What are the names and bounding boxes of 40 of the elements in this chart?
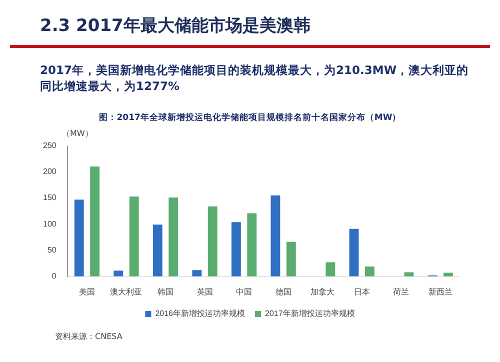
y-tick-label: 150 xyxy=(42,193,57,202)
y-tick-label: 0 xyxy=(52,272,57,281)
x-tick-label: 加拿大 xyxy=(310,287,335,296)
bar xyxy=(444,272,453,276)
x-tick-label: 澳大利亚 xyxy=(110,287,142,296)
y-tick-label: 100 xyxy=(42,219,57,228)
x-tick-label: 韩国 xyxy=(158,287,174,296)
legend-label: 2017年新增投运功率规模 xyxy=(265,309,355,318)
bar xyxy=(208,206,218,276)
bar xyxy=(404,272,414,276)
bar xyxy=(326,262,336,276)
y-tick-label: 200 xyxy=(42,167,57,176)
chart-title: 2.3 2017年最大储能市场是美澳韩 xyxy=(40,15,310,37)
x-tick-label: 英国 xyxy=(196,287,213,296)
bar xyxy=(192,270,202,276)
bar xyxy=(364,266,374,276)
y-axis-title: （MW） xyxy=(62,128,93,139)
bar xyxy=(74,200,84,276)
bar xyxy=(114,270,124,276)
chart-subtitle: 2017年，美国新增电化学储能项目的装机规模最大，为210.3MW，澳大利亚的同比增速最大，为1277% xyxy=(40,62,470,94)
y-tick-label: 50 xyxy=(47,245,57,254)
bar xyxy=(231,222,241,276)
y-tick-label: 250 xyxy=(42,141,57,150)
x-tick-label: 日本 xyxy=(354,287,370,296)
x-tick-label: 新西兰 xyxy=(428,287,452,296)
bar xyxy=(247,213,257,276)
bar xyxy=(270,195,280,276)
bar xyxy=(129,196,139,276)
x-tick-label: 德国 xyxy=(275,287,292,296)
bar xyxy=(286,242,296,276)
x-tick-label: 中国 xyxy=(236,287,252,296)
x-tick-label: 荷兰 xyxy=(393,287,410,296)
text: 图：2017年全球新增投运电化学储能项目规模排名前十名国家分布（MW） xyxy=(98,112,402,124)
legend-label: 2016年新增投运功率规模 xyxy=(155,309,245,318)
bar xyxy=(349,228,359,276)
bar xyxy=(90,166,100,276)
bar xyxy=(168,198,178,276)
text: 资料来源：CNESA xyxy=(55,331,122,342)
bar xyxy=(152,224,162,276)
x-tick-label: 美国 xyxy=(78,287,95,296)
